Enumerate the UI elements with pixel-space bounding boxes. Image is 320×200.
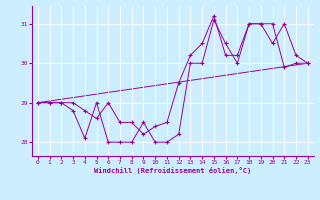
X-axis label: Windchill (Refroidissement éolien,°C): Windchill (Refroidissement éolien,°C) bbox=[94, 167, 252, 174]
